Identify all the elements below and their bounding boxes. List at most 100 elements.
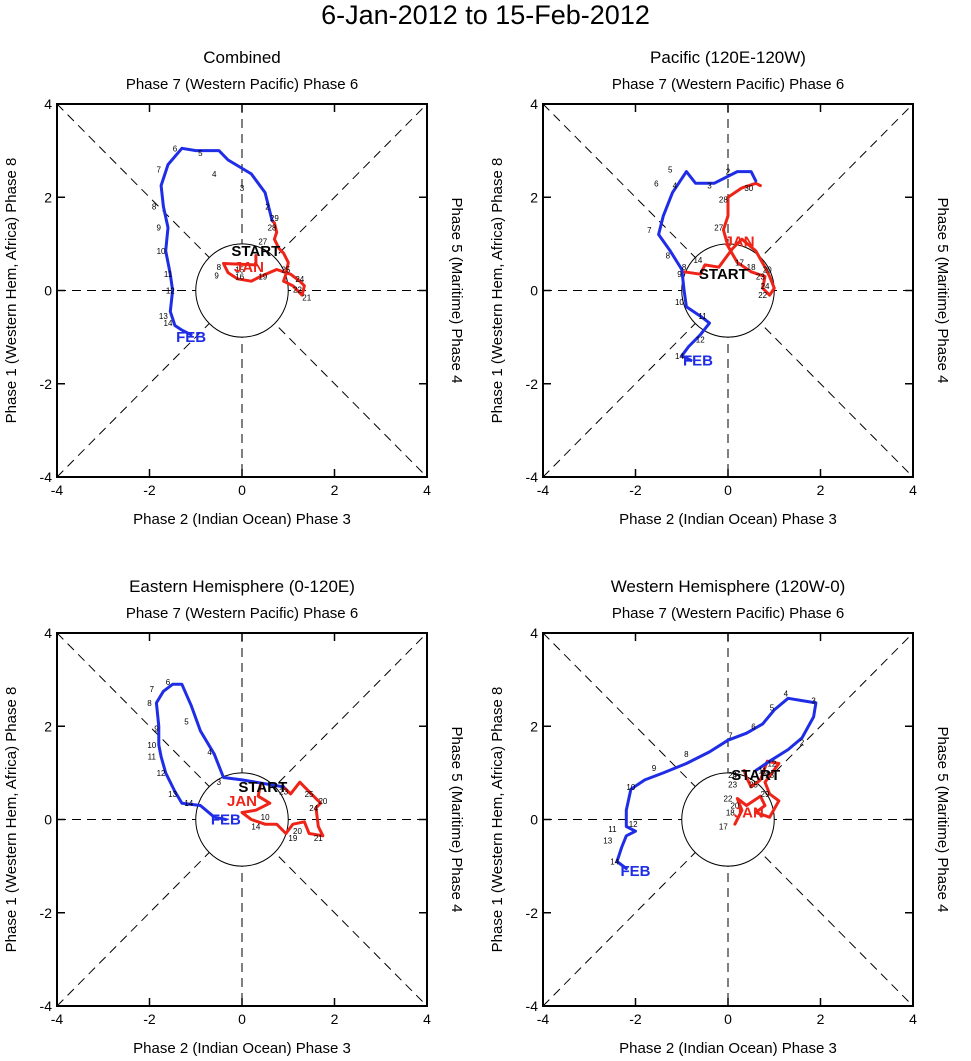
day-label: 23: [279, 788, 288, 797]
day-label: 5: [668, 165, 673, 174]
right-axis-label: Phase 5 (Maritime) Phase 4: [934, 727, 951, 913]
x-tick-label: -2: [143, 1011, 156, 1027]
x-tick-label: -4: [537, 482, 550, 498]
day-label: 4: [207, 748, 212, 757]
day-label: 24: [309, 804, 318, 813]
start-label: START: [731, 767, 780, 784]
right-axis-label: Phase 5 (Maritime) Phase 4: [448, 727, 465, 913]
day-label: 28: [268, 224, 277, 233]
day-label: 2: [800, 739, 805, 748]
day-label: 13: [159, 312, 168, 321]
day-label: 20: [730, 802, 739, 811]
day-label: 6: [173, 144, 178, 153]
day-label: 27: [258, 238, 267, 247]
x-tick-label: -2: [143, 482, 156, 498]
y-tick-label: 0: [530, 283, 538, 299]
day-label: 3: [217, 778, 222, 787]
day-label: 9: [154, 725, 159, 734]
month-label-feb: FEB: [683, 352, 713, 369]
day-label: 17: [719, 822, 728, 831]
day-label: 12: [629, 820, 638, 829]
day-label: 28: [719, 196, 728, 205]
day-label: 20: [318, 797, 327, 806]
day-label: 19: [258, 273, 267, 282]
day-label: 19: [288, 834, 297, 843]
left-axis-label: Phase 1 (Western Hem, Africa) Phase 8: [489, 687, 506, 953]
day-label: 9: [157, 224, 162, 233]
day-label: 24: [728, 771, 737, 780]
x-tick-label: 2: [817, 482, 825, 498]
trajectory-feb: [615, 696, 818, 870]
day-label: 29: [270, 214, 279, 223]
day-label: 14: [610, 857, 619, 866]
bottom-axis-label: Phase 2 (Indian Ocean) Phase 3: [619, 511, 837, 528]
day-label: 10: [147, 741, 156, 750]
y-tick-label: -4: [40, 998, 53, 1014]
day-label: 13: [603, 836, 612, 845]
day-label: 29: [761, 790, 770, 799]
day-label: 4: [673, 182, 678, 191]
panel-title: Combined: [203, 48, 281, 67]
day-label: 17: [735, 259, 744, 268]
rmm-panel-combined: Combined Phase 7 (Western Pacific) Phase …: [3, 48, 465, 528]
y-tick-label: -2: [526, 376, 539, 392]
rmm-panel-western-hemisphere: Western Hemisphere (120W-0) Phase 7 (West…: [489, 577, 951, 1057]
day-label: 3: [707, 182, 712, 191]
start-label: START: [238, 779, 287, 796]
top-axis-label: Phase 7 (Western Pacific) Phase 6: [126, 76, 358, 93]
day-label: 12: [166, 287, 175, 296]
day-label: 7: [150, 685, 155, 694]
x-tick-label: 2: [331, 1011, 339, 1027]
day-label: 18: [747, 263, 756, 272]
day-label: 14: [693, 256, 702, 265]
y-tick-label: 0: [530, 812, 538, 828]
day-label: 10: [675, 298, 684, 307]
x-tick-label: 4: [423, 482, 431, 498]
day-label: 8: [684, 750, 689, 759]
x-tick-label: 4: [423, 1011, 431, 1027]
day-label: 6: [751, 722, 756, 731]
month-label-jan: JAN: [725, 234, 755, 251]
day-label: 12: [696, 335, 705, 344]
x-tick-label: 0: [238, 482, 246, 498]
day-label: 11: [148, 753, 157, 762]
day-label: 10: [626, 783, 635, 792]
x-tick-label: 0: [724, 482, 732, 498]
day-label: 20: [763, 266, 772, 275]
day-label: 12: [157, 769, 166, 778]
x-tick-label: 0: [238, 1011, 246, 1027]
x-tick-label: 2: [817, 1011, 825, 1027]
y-tick-label: -2: [40, 905, 53, 921]
right-axis-label: Phase 5 (Maritime) Phase 4: [448, 198, 465, 384]
day-label: 7: [157, 165, 162, 174]
month-label-feb: FEB: [621, 863, 651, 880]
start-label: START: [231, 243, 280, 260]
day-label: 25: [281, 266, 290, 275]
x-tick-label: 2: [331, 482, 339, 498]
day-label: 8: [682, 263, 687, 272]
left-axis-label: Phase 1 (Western Hem, Africa) Phase 8: [3, 687, 20, 953]
x-tick-label: 0: [724, 1011, 732, 1027]
day-label: 12: [767, 760, 776, 769]
day-label: 2: [726, 168, 731, 177]
day-label: 8: [217, 263, 222, 272]
y-tick-label: 0: [44, 812, 52, 828]
day-label: 3: [240, 184, 245, 193]
x-tick-label: 4: [909, 482, 917, 498]
day-label: 13: [168, 790, 177, 799]
day-label: 24: [761, 282, 770, 291]
day-label: 13: [765, 771, 774, 780]
day-label: 11: [698, 312, 707, 321]
day-label: 27: [714, 224, 723, 233]
unit-circle: [195, 243, 289, 338]
y-tick-label: 4: [530, 625, 538, 641]
x-tick-label: -4: [51, 482, 64, 498]
month-label-jan: JAN: [734, 805, 764, 822]
y-tick-label: -4: [40, 469, 53, 485]
day-label: 21: [302, 293, 311, 302]
day-label: 22: [724, 795, 733, 804]
day-label: 20: [293, 827, 302, 836]
day-label: 5: [184, 718, 189, 727]
y-tick-label: 2: [530, 718, 538, 734]
day-label: 8: [666, 252, 671, 261]
